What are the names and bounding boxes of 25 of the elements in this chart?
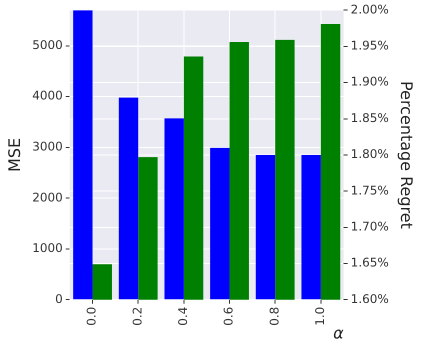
y2-tick-label: 1.95% [350,38,389,53]
y2-tick-label: 1.60% [350,292,389,306]
x-tick-label: 0.0 [84,306,99,326]
x-tick-label: 0.6 [222,306,236,326]
y-tick-label: 3000 [32,139,63,154]
y-tick-label: 5000 [32,38,63,52]
y-tick-label: 4000 [32,88,63,103]
x-tick-label: 1.0 [312,306,327,326]
y2-axis-title: Percentage Regret [397,81,416,229]
y2-tick-label: 1.65% [350,256,389,270]
x-axis-title: α [333,324,344,343]
y2-tick-label: 1.75% [350,183,389,198]
y2-tick-label: 1.90% [350,74,389,89]
y2-tick-label: 2.00% [350,2,389,16]
y-tick-label: 0 [55,292,63,306]
y2-tick-label: 1.80% [350,147,389,162]
y-axis-title: MSE [4,138,24,172]
y-tick-label: 2000 [32,190,63,204]
x-tick-label: 0.2 [130,306,144,326]
y2-tick-label: 1.70% [350,219,389,234]
x-tick-label: 0.8 [267,306,282,326]
y-tick-label: 1000 [32,241,63,256]
bar [73,10,93,300]
x-tick-label: 0.4 [176,306,190,326]
y2-tick-label: 1.85% [350,110,389,125]
